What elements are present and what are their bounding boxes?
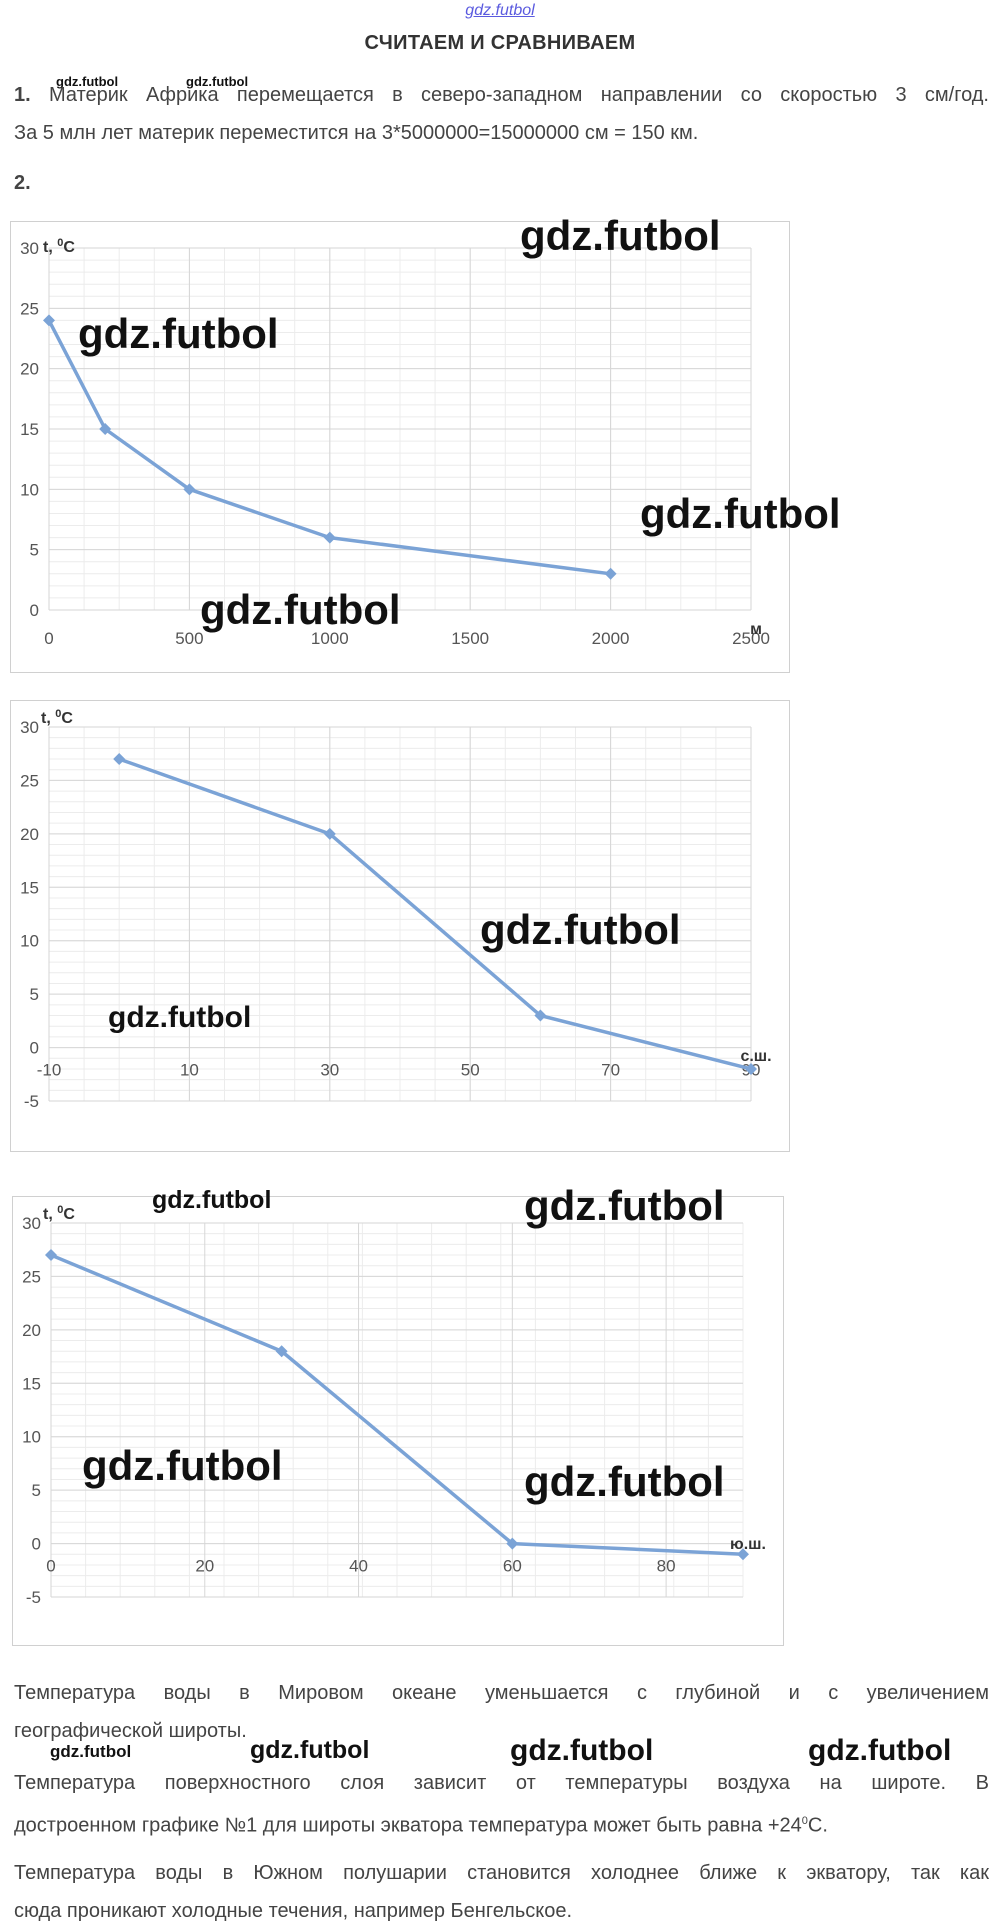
- y-tick-label: 10: [20, 932, 39, 951]
- data-point: [604, 567, 617, 580]
- y-tick-label: 25: [20, 771, 39, 790]
- watermark: gdz.futbol: [640, 490, 841, 537]
- conclusion-3-line1: Температура воды в Южном полушарии стано…: [14, 1862, 989, 1884]
- x-tick-label: 50: [461, 1061, 480, 1080]
- task1-line1: 1. Материк Африка перемещается в северо-…: [14, 76, 989, 114]
- data-point: [275, 1345, 288, 1358]
- watermark: gdz.futbol: [808, 1734, 952, 1767]
- y-tick-label: 25: [20, 299, 39, 318]
- watermark: gdz.futbol: [82, 1442, 283, 1489]
- watermark: gdz.futbol: [250, 1736, 370, 1764]
- x-tick-label: 1500: [451, 629, 489, 648]
- conclusion-2-line1: Температура поверхностного слоя зависит …: [14, 1772, 989, 1794]
- y-tick-label: 20: [20, 360, 39, 379]
- y-tick-label: 0: [32, 1535, 41, 1554]
- watermark: gdz.futbol: [200, 586, 401, 633]
- x-tick-label: 20: [195, 1557, 214, 1576]
- chart-south-svg: -5 0 5 10 15 20 25 30 0 20 40 60 80 t, 0C ю.ш.: [22, 1204, 766, 1607]
- chart-depth: 0 5 10 15 20 25 30 0 500 1000 1500 2000 2500 t, 0C м: [10, 221, 790, 673]
- x-tick-label: 500: [175, 629, 203, 648]
- y-tick-label: -5: [26, 1588, 41, 1607]
- task2-number: 2.: [14, 172, 31, 194]
- x-axis-label: с.ш.: [740, 1048, 771, 1065]
- y-tick-label: 0: [30, 601, 39, 620]
- y-tick-label: -5: [24, 1092, 39, 1111]
- watermark: gdz.futbol: [510, 1734, 654, 1767]
- y-tick-label: 5: [32, 1481, 41, 1500]
- x-tick-label: 0: [46, 1557, 55, 1576]
- watermark: gdz.futbol: [50, 1742, 132, 1761]
- data-point: [534, 1009, 547, 1022]
- conclusion-2-text: достроенном графике №1 для широты эквато…: [14, 1814, 802, 1837]
- y-tick-label: 5: [30, 541, 39, 560]
- y-axis-label: t, 0C: [43, 1204, 75, 1223]
- x-tick-label: 60: [503, 1557, 522, 1576]
- data-point: [45, 1249, 57, 1262]
- watermark: gdz.futbol: [524, 1182, 725, 1229]
- x-tick-label: 80: [657, 1557, 676, 1576]
- watermark: gdz.futbol: [78, 310, 279, 357]
- task1-number: 1.: [14, 84, 31, 106]
- data-point: [183, 483, 196, 496]
- watermark: gdz.futbol: [186, 74, 249, 89]
- x-tick-label: 10: [180, 1061, 199, 1080]
- y-tick-label: 15: [20, 420, 39, 439]
- y-tick-label: 15: [20, 878, 39, 897]
- y-axis-label: t, 0C: [43, 237, 75, 256]
- conclusion-2-unit: С.: [807, 1814, 828, 1837]
- series-line: [50, 1253, 744, 1557]
- data-point: [113, 753, 126, 766]
- conclusion-1-line1: Температура воды в Мировом океане уменьш…: [14, 1682, 989, 1704]
- watermark: gdz.futbol: [524, 1458, 725, 1505]
- watermark: gdz.futbol: [520, 212, 721, 259]
- site-link[interactable]: gdz.futbol: [465, 2, 535, 19]
- x-tick-label: -10: [37, 1061, 62, 1080]
- x-tick-label: 40: [349, 1557, 368, 1576]
- x-tick-label: 70: [601, 1061, 620, 1080]
- y-tick-label: 30: [20, 718, 39, 737]
- conclusion-3-line2: сюда проникают холодные течения, наприме…: [14, 1900, 573, 1922]
- y-tick-label: 10: [20, 480, 39, 499]
- data-point: [737, 1548, 749, 1561]
- degree-sup: 0: [801, 1815, 808, 1827]
- data-point: [745, 1062, 757, 1075]
- conclusion-1-line2: географической широты.: [14, 1720, 247, 1742]
- data-point: [99, 423, 112, 435]
- task1-line2: За 5 млн лет материк переместится на 3*5…: [14, 122, 699, 144]
- watermark: gdz.futbol: [480, 906, 681, 953]
- data-point: [323, 531, 336, 544]
- y-tick-label: 15: [22, 1374, 41, 1393]
- conclusion-2-line2: достроенном графике №1 для широты эквато…: [14, 1802, 989, 1845]
- x-tick-label: 0: [44, 629, 53, 648]
- watermark: gdz.futbol: [56, 74, 119, 89]
- y-tick-label: 25: [22, 1267, 41, 1286]
- x-axis-label: ю.ш.: [730, 1536, 766, 1553]
- x-tick-label: 1000: [311, 629, 349, 648]
- series-line: [118, 757, 752, 1071]
- data-point: [506, 1537, 519, 1550]
- x-tick-label: 2000: [592, 629, 630, 648]
- x-tick-label: 30: [320, 1061, 339, 1080]
- y-tick-label: 5: [30, 985, 39, 1004]
- watermark: gdz.futbol: [152, 1186, 272, 1214]
- y-tick-label: 20: [22, 1321, 41, 1340]
- x-axis-label: м: [750, 621, 762, 638]
- data-point: [43, 314, 55, 327]
- y-tick-label: 0: [30, 1039, 39, 1058]
- y-tick-label: 30: [20, 239, 39, 258]
- y-tick-label: 10: [22, 1428, 41, 1447]
- y-axis-label: t, 0C: [41, 708, 73, 727]
- task1-text: Материк Африка перемещается в северо-зап…: [49, 84, 989, 106]
- y-tick-label: 20: [20, 825, 39, 844]
- data-point: [323, 827, 336, 840]
- page-title: СЧИТАЕМ И СРАВНИВАЕМ: [364, 32, 636, 54]
- chart-depth-svg: 0 5 10 15 20 25 30 0 500 1000 1500 2000 2500 t, 0C м: [20, 237, 770, 648]
- chart-south-latitude: -5 0 5 10 15 20 25 30 0 20 40 60 80 t, 0C ю.ш.: [12, 1196, 784, 1646]
- x-tick-label: 2500: [732, 629, 770, 648]
- watermark: gdz.futbol: [108, 1001, 252, 1034]
- y-tick-label: 30: [22, 1214, 41, 1233]
